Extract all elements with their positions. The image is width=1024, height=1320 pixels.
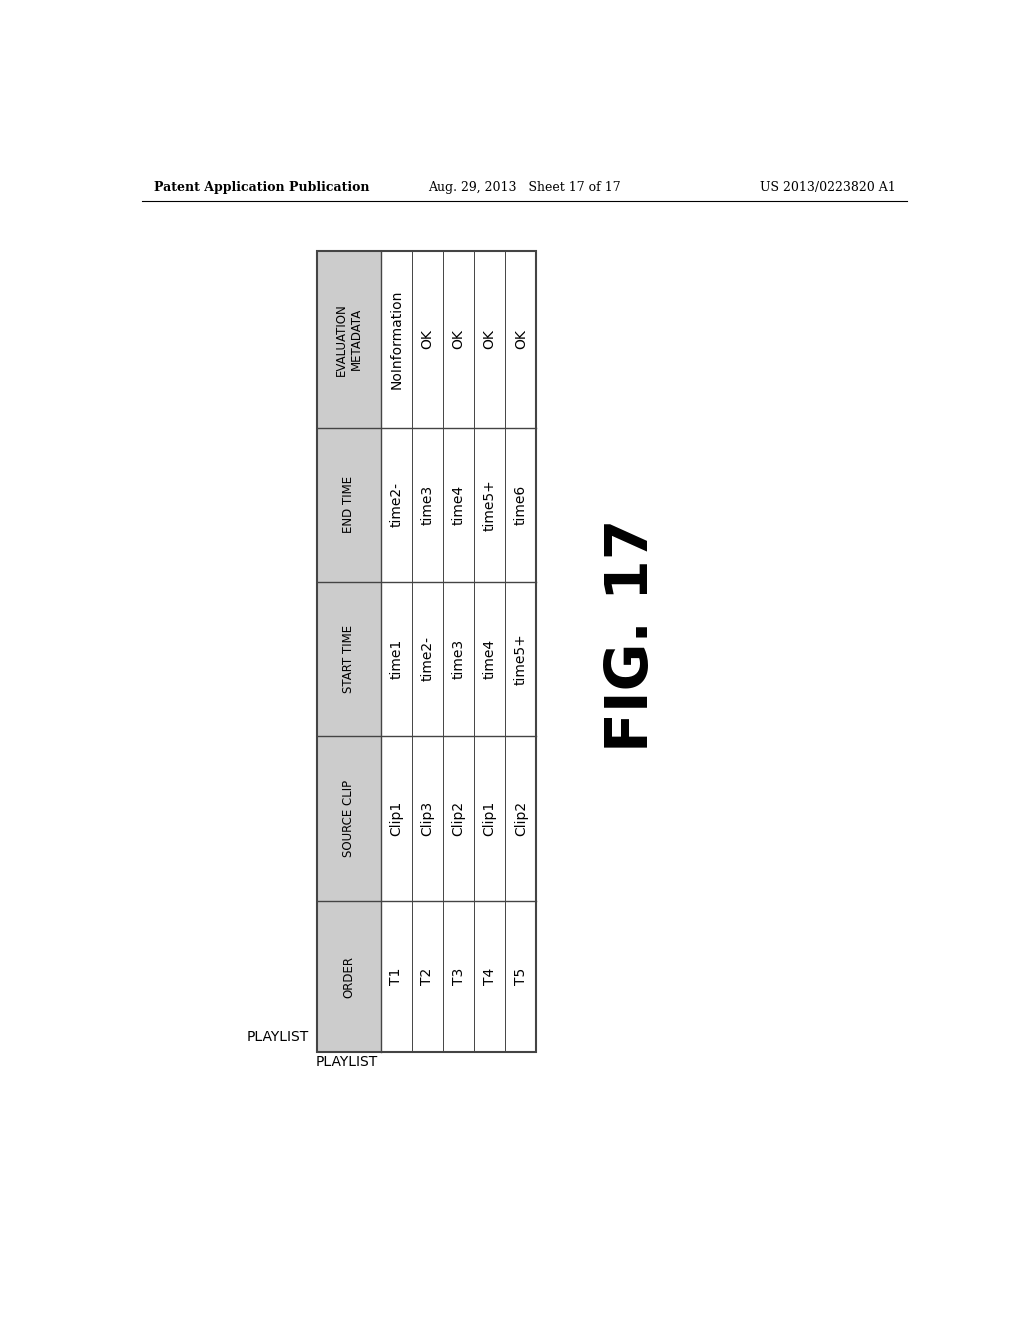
Text: Patent Application Publication: Patent Application Publication [154, 181, 370, 194]
Text: PLAYLIST: PLAYLIST [247, 1030, 309, 1044]
Text: OK: OK [514, 330, 527, 350]
Text: Clip3: Clip3 [421, 801, 434, 837]
Bar [316, 251, 381, 428]
Text: OK: OK [421, 330, 434, 350]
Text: Clip1: Clip1 [389, 801, 403, 837]
Text: time6: time6 [514, 484, 527, 525]
Text: ORDER: ORDER [342, 956, 355, 998]
Text: time2-: time2- [389, 482, 403, 528]
Bar [381, 251, 537, 428]
Text: START TIME: START TIME [342, 624, 355, 693]
Text: PLAYLIST: PLAYLIST [315, 1056, 378, 1069]
Text: Clip2: Clip2 [452, 801, 466, 837]
Bar [381, 428, 537, 582]
Text: time3: time3 [421, 484, 434, 525]
Text: US 2013/0223820 A1: US 2013/0223820 A1 [760, 181, 896, 194]
Text: T3: T3 [452, 968, 466, 985]
Text: T1: T1 [389, 968, 403, 985]
Text: T2: T2 [421, 968, 434, 985]
Text: T5: T5 [514, 968, 527, 985]
Text: time4: time4 [482, 639, 497, 678]
Text: time2-: time2- [421, 636, 434, 681]
Text: Clip2: Clip2 [514, 801, 527, 837]
Text: T4: T4 [482, 968, 497, 985]
Text: Clip1: Clip1 [482, 801, 497, 837]
Bar [316, 428, 381, 582]
Bar [381, 737, 537, 902]
Text: Aug. 29, 2013   Sheet 17 of 17: Aug. 29, 2013 Sheet 17 of 17 [428, 181, 622, 194]
Bar [316, 902, 381, 1052]
Text: EVALUATION
METADATA: EVALUATION METADATA [335, 304, 362, 376]
Text: NoInformation: NoInformation [389, 289, 403, 389]
Bar [316, 582, 381, 737]
Text: time5+: time5+ [482, 479, 497, 531]
Text: END TIME: END TIME [342, 477, 355, 533]
Bar [381, 582, 537, 737]
Text: FIG. 17: FIG. 17 [602, 519, 659, 752]
Text: OK: OK [482, 330, 497, 350]
Bar [316, 251, 537, 1052]
Text: time3: time3 [452, 639, 466, 678]
Text: time4: time4 [452, 484, 466, 525]
Bar [316, 737, 381, 902]
Bar [381, 902, 537, 1052]
Text: SOURCE CLIP: SOURCE CLIP [342, 780, 355, 857]
Text: time5+: time5+ [514, 634, 527, 685]
Text: OK: OK [452, 330, 466, 350]
Text: time1: time1 [389, 639, 403, 678]
